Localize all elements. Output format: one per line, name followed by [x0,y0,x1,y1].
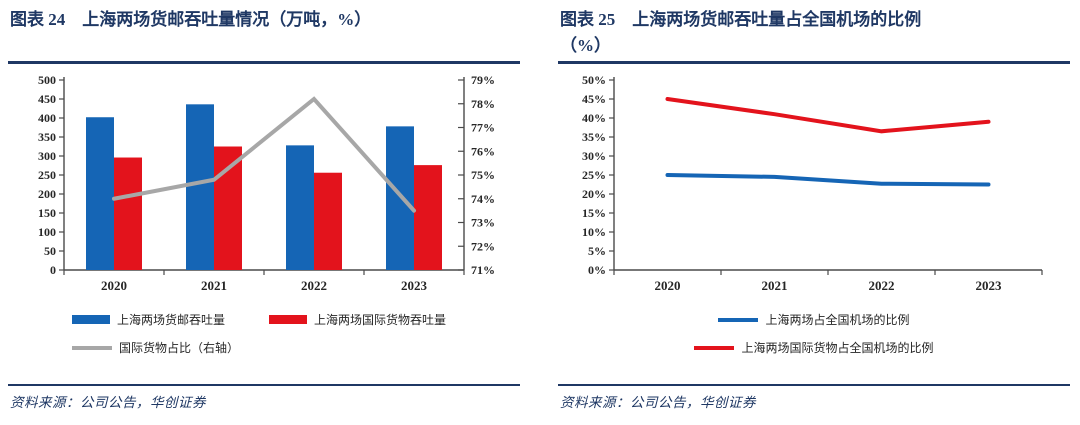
y-tick-label: 500 [38,73,56,87]
legend-item: 国际货物占比（右轴） [72,339,239,356]
line-series-1 [665,97,991,134]
figure25-source-rule [558,384,1070,386]
figure24-column: 图表 24 上海两场货邮吞吐量情况（万吨，%） 0 50 100 150 200 250 3… [8,0,520,425]
y-right-tick-label: 75% [471,168,495,182]
y-tick-label: 25% [582,168,606,182]
figure25-chart: 0% 5% 10% 15% 20% 25% 30% 35% 40% 45% 50% 2020 2021 2… [582,73,1043,293]
legend-label: 上海两场国际货物吞吐量 [314,313,447,327]
y-tick-label: 200 [38,187,56,201]
x-category-label: 2022 [869,278,895,293]
figure24-title-line1: 图表 24 上海两场货邮吞吐量情况（万吨，%） [10,10,372,29]
y-tick-label: 10% [582,225,606,239]
figure24-source-rule [8,384,520,386]
y-right-tick-label: 71% [471,263,495,277]
bar-1-cat-0 [114,157,142,270]
y-tick-label: 250 [38,168,56,182]
y-right-tick-label: 76% [471,144,495,158]
y-tick-label: 40% [582,111,606,125]
y-tick-label: 100 [38,225,56,239]
figure25-title: 图表 25 上海两场货邮吞吐量占全国机场的比例 （%） [560,7,1070,59]
x-category-label: 2021 [762,278,788,293]
figure25-source: 资料来源：公司公告，华创证券 [560,395,756,410]
line-series-0 [665,173,991,187]
y-right-tick-label: 72% [471,239,495,253]
y-tick-label: 30% [582,149,606,163]
figure25-legend: 上海两场占全国机场的比例上海两场国际货物占全国机场的比例 [558,311,1070,356]
figure24-source: 资料来源：公司公告，华创证券 [10,395,206,410]
bar-1-cat-3 [414,165,442,270]
y-right-tick-label: 73% [471,216,495,230]
legend-row: 上海两场国际货物占全国机场的比例 [558,339,1070,356]
bar-1-cat-1 [214,146,242,270]
legend-row: 上海两场占全国机场的比例 [558,311,1070,328]
x-category-label: 2020 [101,278,127,293]
bar-1-cat-2 [314,172,342,270]
x-category-label: 2021 [201,278,227,293]
legend-label: 上海两场货邮吞吐量 [117,313,226,327]
figure24-legend: 上海两场货邮吞吐量 上海两场国际货物吞吐量国际货物占比（右轴） [8,311,520,356]
y-tick-label: 0% [588,263,606,277]
x-category-label: 2020 [655,278,681,293]
legend-row: 国际货物占比（右轴） [72,339,520,356]
y-tick-label: 45% [582,92,606,106]
figure24-chart: 0 50 100 150 200 250 300 350 400 450 500 71% 72% 73% 7… [38,73,495,293]
y-tick-label: 300 [38,149,56,163]
legend-label: 国际货物占比（右轴） [119,341,240,355]
bar-0-cat-1 [186,104,214,270]
y-tick-label: 400 [38,111,56,125]
y-right-tick-label: 78% [471,97,495,111]
line-series-0 [112,96,416,213]
y-tick-label: 50% [582,73,606,87]
bar-0-cat-2 [286,145,314,270]
legend-item: 上海两场货邮吞吐量 [72,311,225,328]
y-tick-label: 35% [582,130,606,144]
legend-label: 上海两场占全国机场的比例 [765,313,910,327]
legend-label: 上海两场国际货物占全国机场的比例 [741,341,934,355]
legend-color-swatch [72,315,110,324]
figure25-title-line2: （%） [560,36,611,55]
y-tick-label: 150 [38,206,56,220]
y-tick-label: 450 [38,92,56,106]
y-right-tick-label: 74% [471,192,495,206]
figure25-title-line1: 图表 25 上海两场货邮吞吐量占全国机场的比例 [560,10,922,29]
y-tick-label: 50 [44,244,56,258]
bar-0-cat-0 [86,117,114,270]
legend-item: 上海两场国际货物吞吐量 [269,311,446,328]
y-tick-label: 15% [582,206,606,220]
legend-color-swatch [72,345,112,350]
x-category-label: 2023 [401,278,428,293]
bar-0-cat-3 [386,126,414,270]
legend-row: 上海两场货邮吞吐量 上海两场国际货物吞吐量 [72,311,520,328]
figure25-title-rule [558,61,1070,64]
x-category-label: 2023 [976,278,1003,293]
legend-color-swatch [269,315,308,324]
y-tick-label: 20% [582,187,606,201]
legend-color-swatch [718,317,759,322]
y-tick-label: 5% [588,244,606,258]
y-right-tick-label: 77% [471,121,495,135]
legend-item: 上海两场国际货物占全国机场的比例 [694,339,934,356]
figure25-column: 图表 25 上海两场货邮吞吐量占全国机场的比例 （%） 0% 5% 10% 15% 20… [558,0,1070,425]
y-right-tick-label: 79% [471,73,495,87]
y-tick-label: 350 [38,130,56,144]
figure24-title-rule [8,61,520,64]
legend-color-swatch [694,345,735,350]
x-category-label: 2022 [301,278,327,293]
figure24-title: 图表 24 上海两场货邮吞吐量情况（万吨，%） [10,7,520,33]
y-tick-label: 0 [50,263,56,277]
legend-item: 上海两场占全国机场的比例 [718,311,910,328]
